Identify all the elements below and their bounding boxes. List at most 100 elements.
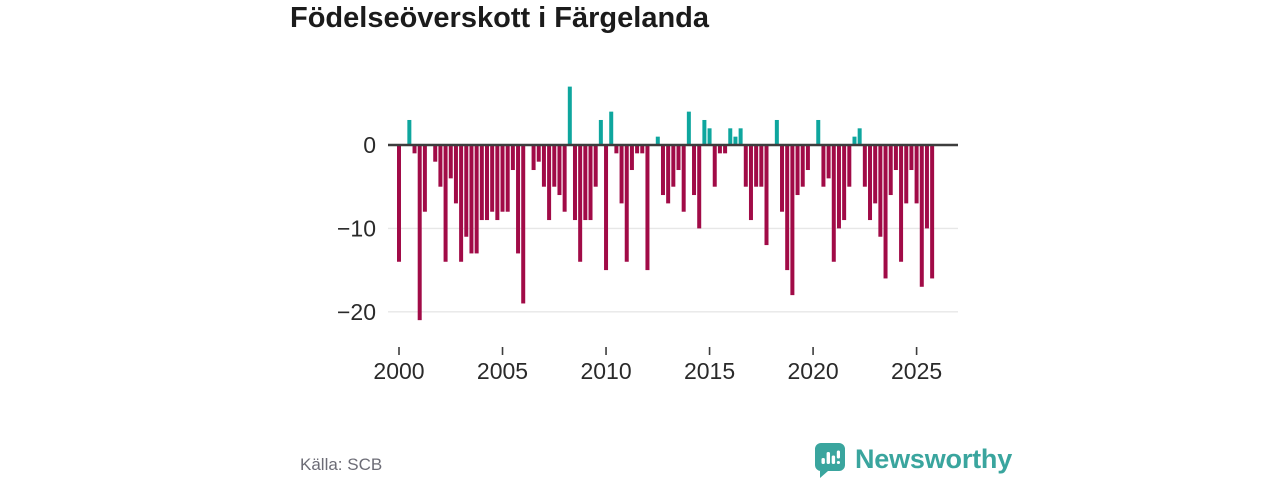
source-note: Källa: SCB xyxy=(300,455,383,474)
bar-2008-Q1 xyxy=(562,145,567,212)
bar-2024-Q2 xyxy=(899,145,904,262)
bar-2009-Q3 xyxy=(593,145,598,187)
bar-2023-Q1 xyxy=(873,145,878,204)
bar-2013-Q4 xyxy=(681,145,686,212)
bar-2005-Q4 xyxy=(516,145,521,254)
bar-2006-Q4 xyxy=(536,145,541,162)
bar-2005-Q2 xyxy=(505,145,510,212)
bar-2014-Q4 xyxy=(702,119,707,145)
bar-2006-Q1 xyxy=(521,145,526,304)
bar-2001-Q2 xyxy=(422,145,427,212)
bar-2010-Q4 xyxy=(619,145,624,204)
bar-2002-Q2 xyxy=(443,145,448,262)
bar-2017-Q2 xyxy=(754,145,759,187)
bar-2024-Q1 xyxy=(893,145,898,171)
y-axis-label: 0 xyxy=(363,132,376,158)
bar-2021-Q1 xyxy=(831,145,836,262)
bar-2004-Q1 xyxy=(479,145,484,221)
x-axis-label: 2015 xyxy=(684,358,735,384)
bar-2024-Q4 xyxy=(909,145,914,171)
bar-2014-Q1 xyxy=(686,111,691,145)
bar-2012-Q3 xyxy=(655,136,660,145)
bar-2006-Q3 xyxy=(531,145,536,171)
bar-2000-Q4 xyxy=(412,145,417,154)
bar-2000-Q1 xyxy=(397,145,401,262)
bar-2003-Q2 xyxy=(464,145,469,237)
bar-2019-Q3 xyxy=(800,145,805,187)
bar-2004-Q4 xyxy=(495,145,500,221)
bar-2009-Q2 xyxy=(588,145,593,221)
bar-2003-Q4 xyxy=(474,145,479,254)
bar-2016-Q4 xyxy=(743,145,748,187)
bar-2010-Q2 xyxy=(609,111,614,145)
x-axis-label: 2005 xyxy=(477,358,528,384)
bar-2009-Q4 xyxy=(598,119,603,145)
bar-2015-Q3 xyxy=(717,145,722,154)
bar-2021-Q3 xyxy=(842,145,847,221)
bar-2018-Q3 xyxy=(780,145,785,212)
bar-2019-Q4 xyxy=(805,145,810,171)
bar-2022-Q3 xyxy=(862,145,867,187)
bar-2015-Q1 xyxy=(707,128,712,145)
bar-2021-Q2 xyxy=(836,145,841,229)
bar-2018-Q4 xyxy=(785,145,790,271)
bar-2001-Q1 xyxy=(417,145,422,321)
bar-2008-Q4 xyxy=(578,145,583,262)
bar-2009-Q1 xyxy=(583,145,588,221)
newsworthy-logo-icon xyxy=(815,443,845,478)
bar-2000-Q3 xyxy=(407,119,412,145)
bar-2001-Q4 xyxy=(433,145,438,162)
bar-2019-Q2 xyxy=(795,145,800,196)
bar-2002-Q3 xyxy=(448,145,453,179)
bar-2004-Q3 xyxy=(490,145,495,212)
y-axis-label: −10 xyxy=(337,215,376,241)
bar-2025-Q1 xyxy=(914,145,919,204)
bar-2005-Q3 xyxy=(510,145,515,171)
bar-2013-Q2 xyxy=(671,145,676,187)
bar-2005-Q1 xyxy=(500,145,505,212)
bar-2007-Q3 xyxy=(552,145,557,187)
x-axis-label: 2010 xyxy=(580,358,631,384)
bar-2020-Q3 xyxy=(821,145,826,187)
bar-2016-Q2 xyxy=(733,136,738,145)
bar-2022-Q4 xyxy=(868,145,873,221)
bar-2011-Q3 xyxy=(635,145,640,154)
bar-2013-Q1 xyxy=(666,145,671,204)
bar-2007-Q1 xyxy=(541,145,546,187)
bar-2003-Q1 xyxy=(459,145,464,262)
bar-2015-Q2 xyxy=(712,145,717,187)
bar-2025-Q2 xyxy=(919,145,924,287)
bar-2023-Q4 xyxy=(888,145,893,196)
bar-2025-Q3 xyxy=(924,145,929,229)
y-axis-label: −20 xyxy=(337,299,376,325)
bar-2017-Q4 xyxy=(764,145,769,246)
x-axis-label: 2000 xyxy=(373,358,424,384)
bar-2013-Q3 xyxy=(676,145,681,171)
bar-2002-Q1 xyxy=(438,145,443,187)
bar-2016-Q3 xyxy=(738,128,743,145)
bar-2002-Q4 xyxy=(453,145,458,204)
bar-2023-Q2 xyxy=(878,145,883,237)
bar-2008-Q3 xyxy=(572,145,577,221)
bar-2008-Q2 xyxy=(567,86,572,145)
bar-2010-Q3 xyxy=(614,145,619,154)
x-axis-label: 2025 xyxy=(891,358,942,384)
bar-2016-Q1 xyxy=(728,128,733,145)
bar-2025-Q4 xyxy=(930,145,935,279)
newsworthy-logo: Newsworthy xyxy=(812,441,1012,479)
bar-2007-Q2 xyxy=(547,145,552,221)
bar-2012-Q1 xyxy=(645,145,650,271)
bar-2021-Q4 xyxy=(847,145,852,187)
chart-title: Födelseöverskott i Färgelanda xyxy=(290,2,710,34)
bar-2011-Q1 xyxy=(624,145,629,262)
bar-2011-Q4 xyxy=(640,145,645,154)
bar-2020-Q2 xyxy=(816,119,821,145)
bar-2014-Q2 xyxy=(692,145,697,196)
bar-2017-Q3 xyxy=(759,145,764,187)
bar-2012-Q4 xyxy=(660,145,665,196)
bar-2003-Q3 xyxy=(469,145,474,254)
bar-2024-Q3 xyxy=(904,145,909,204)
bar-2019-Q1 xyxy=(790,145,795,296)
bar-2022-Q2 xyxy=(857,128,862,145)
bar-2007-Q4 xyxy=(557,145,562,196)
